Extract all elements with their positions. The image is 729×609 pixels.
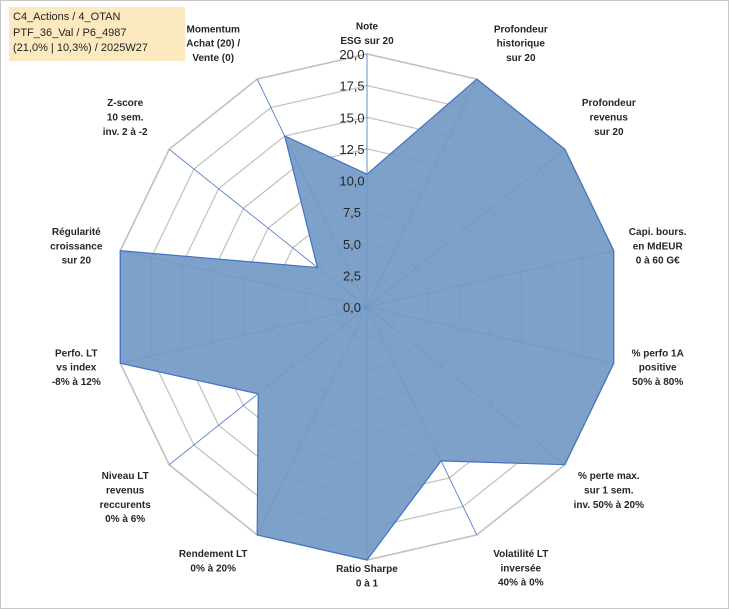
axis-label: Niveau LT revenus reccurents 0% à 6% <box>100 471 152 525</box>
axis-label: Ratio Sharpe 0 à 1 <box>336 564 398 589</box>
axis-label-line: 0% à 6% <box>105 514 145 525</box>
tick-label: 2,5 <box>343 268 361 283</box>
axis-label-line: Niveau LT <box>102 471 149 482</box>
info-line-category: C4_Actions / 4_OTAN <box>13 11 121 23</box>
axis-label: % perfo 1A positive 50% à 80% <box>632 348 684 388</box>
tick-label: 5,0 <box>343 237 361 252</box>
axis-label: Z-score 10 sem. inv. 2 à -2 <box>103 98 148 138</box>
axis-label-line: 10 sem. <box>107 113 144 124</box>
axis-label-line: ESG sur 20 <box>340 36 394 47</box>
axis-label-line: Note <box>356 22 379 33</box>
axis-label-line: -8% à 12% <box>52 377 101 388</box>
tick-label: 17,5 <box>339 79 364 94</box>
axis-label-line: en MdEUR <box>633 241 684 252</box>
axis-label-line: sur 1 sem. <box>584 486 634 497</box>
axis-label: Perfo. LT vs index -8% à 12% <box>52 348 101 388</box>
axis-label-line: croissance <box>50 241 103 252</box>
axis-label-line: sur 20 <box>594 127 624 138</box>
axis-label-line: historique <box>497 39 546 50</box>
axis-label: Profondeur historique sur 20 <box>494 24 548 64</box>
radar-tick-labels: 0,0 2,5 5,0 7,5 10,0 12,5 15,0 17,5 20,0 <box>339 47 364 315</box>
info-line-performance: (21,0% | 10,3%) / 2025W27 <box>13 42 148 54</box>
axis-label-line: % perfo 1A <box>632 348 684 359</box>
axis-label: Momentum Achat (20) / Vente (0) <box>186 24 240 64</box>
info-line-portfolio: PTF_36_Val / P6_4987 <box>13 26 127 39</box>
axis-label-line: inv. 2 à -2 <box>103 127 148 138</box>
radar-axis-labels: Note ESG sur 20 Profondeur historique sur 20… <box>50 22 687 590</box>
axis-label-line: 0 à 60 G€ <box>636 256 680 267</box>
axis-label-line: vs index <box>56 363 96 374</box>
axis-label-line: sur 20 <box>506 53 536 64</box>
axis-label: Profondeur revenus sur 20 <box>582 98 636 138</box>
axis-label-line: 50% à 80% <box>632 377 683 388</box>
axis-label-line: Perfo. LT <box>55 348 98 359</box>
tick-label: 12,5 <box>339 142 364 157</box>
axis-label-line: revenus <box>590 113 629 124</box>
axis-label-line: Ratio Sharpe <box>336 564 398 575</box>
axis-label-line: inv. 50% à 20% <box>574 500 645 511</box>
portfolio-info-box: C4_Actions / 4_OTAN PTF_36_Val / P6_4987… <box>9 7 185 61</box>
axis-label-line: Achat (20) / <box>186 39 240 50</box>
axis-label: % perte max. sur 1 sem. inv. 50% à 20% <box>574 471 645 511</box>
axis-label-line: Rendement LT <box>179 549 248 560</box>
axis-label-line: Régularité <box>52 227 101 238</box>
axis-label-line: Z-score <box>107 98 144 109</box>
axis-label-line: Volatilité LT <box>493 549 548 560</box>
axis-label-line: Profondeur <box>494 24 548 35</box>
axis-label: Capi. bours. en MdEUR 0 à 60 G€ <box>629 227 687 267</box>
axis-label: Volatilité LT inversée 40% à 0% <box>493 549 548 589</box>
axis-label-line: 0 à 1 <box>356 578 379 589</box>
tick-label: 15,0 <box>339 110 364 125</box>
axis-label-line: 0% à 20% <box>190 563 236 574</box>
axis-label-line: reccurents <box>100 500 152 511</box>
tick-label: 0,0 <box>343 300 361 315</box>
axis-label: Régularité croissance sur 20 <box>50 227 103 267</box>
radar-series <box>119 78 615 561</box>
axis-label-line: Capi. bours. <box>629 227 687 238</box>
axis-label-line: positive <box>639 363 677 374</box>
axis-label-line: % perte max. <box>578 471 640 482</box>
axis-label-line: Profondeur <box>582 98 636 109</box>
axis-label-line: inversée <box>501 563 542 574</box>
tick-label: 20,0 <box>339 47 364 62</box>
tick-label: 7,5 <box>343 205 361 220</box>
tick-label: 10,0 <box>339 174 364 189</box>
axis-label: Rendement LT 0% à 20% <box>179 549 248 574</box>
axis-label-line: sur 20 <box>62 256 92 267</box>
axis-label-line: revenus <box>106 486 145 497</box>
axis-label: Note ESG sur 20 <box>340 22 394 47</box>
axis-label-line: Vente (0) <box>192 53 234 64</box>
axis-label-line: 40% à 0% <box>498 578 544 589</box>
axis-label-line: Momentum <box>187 24 240 35</box>
